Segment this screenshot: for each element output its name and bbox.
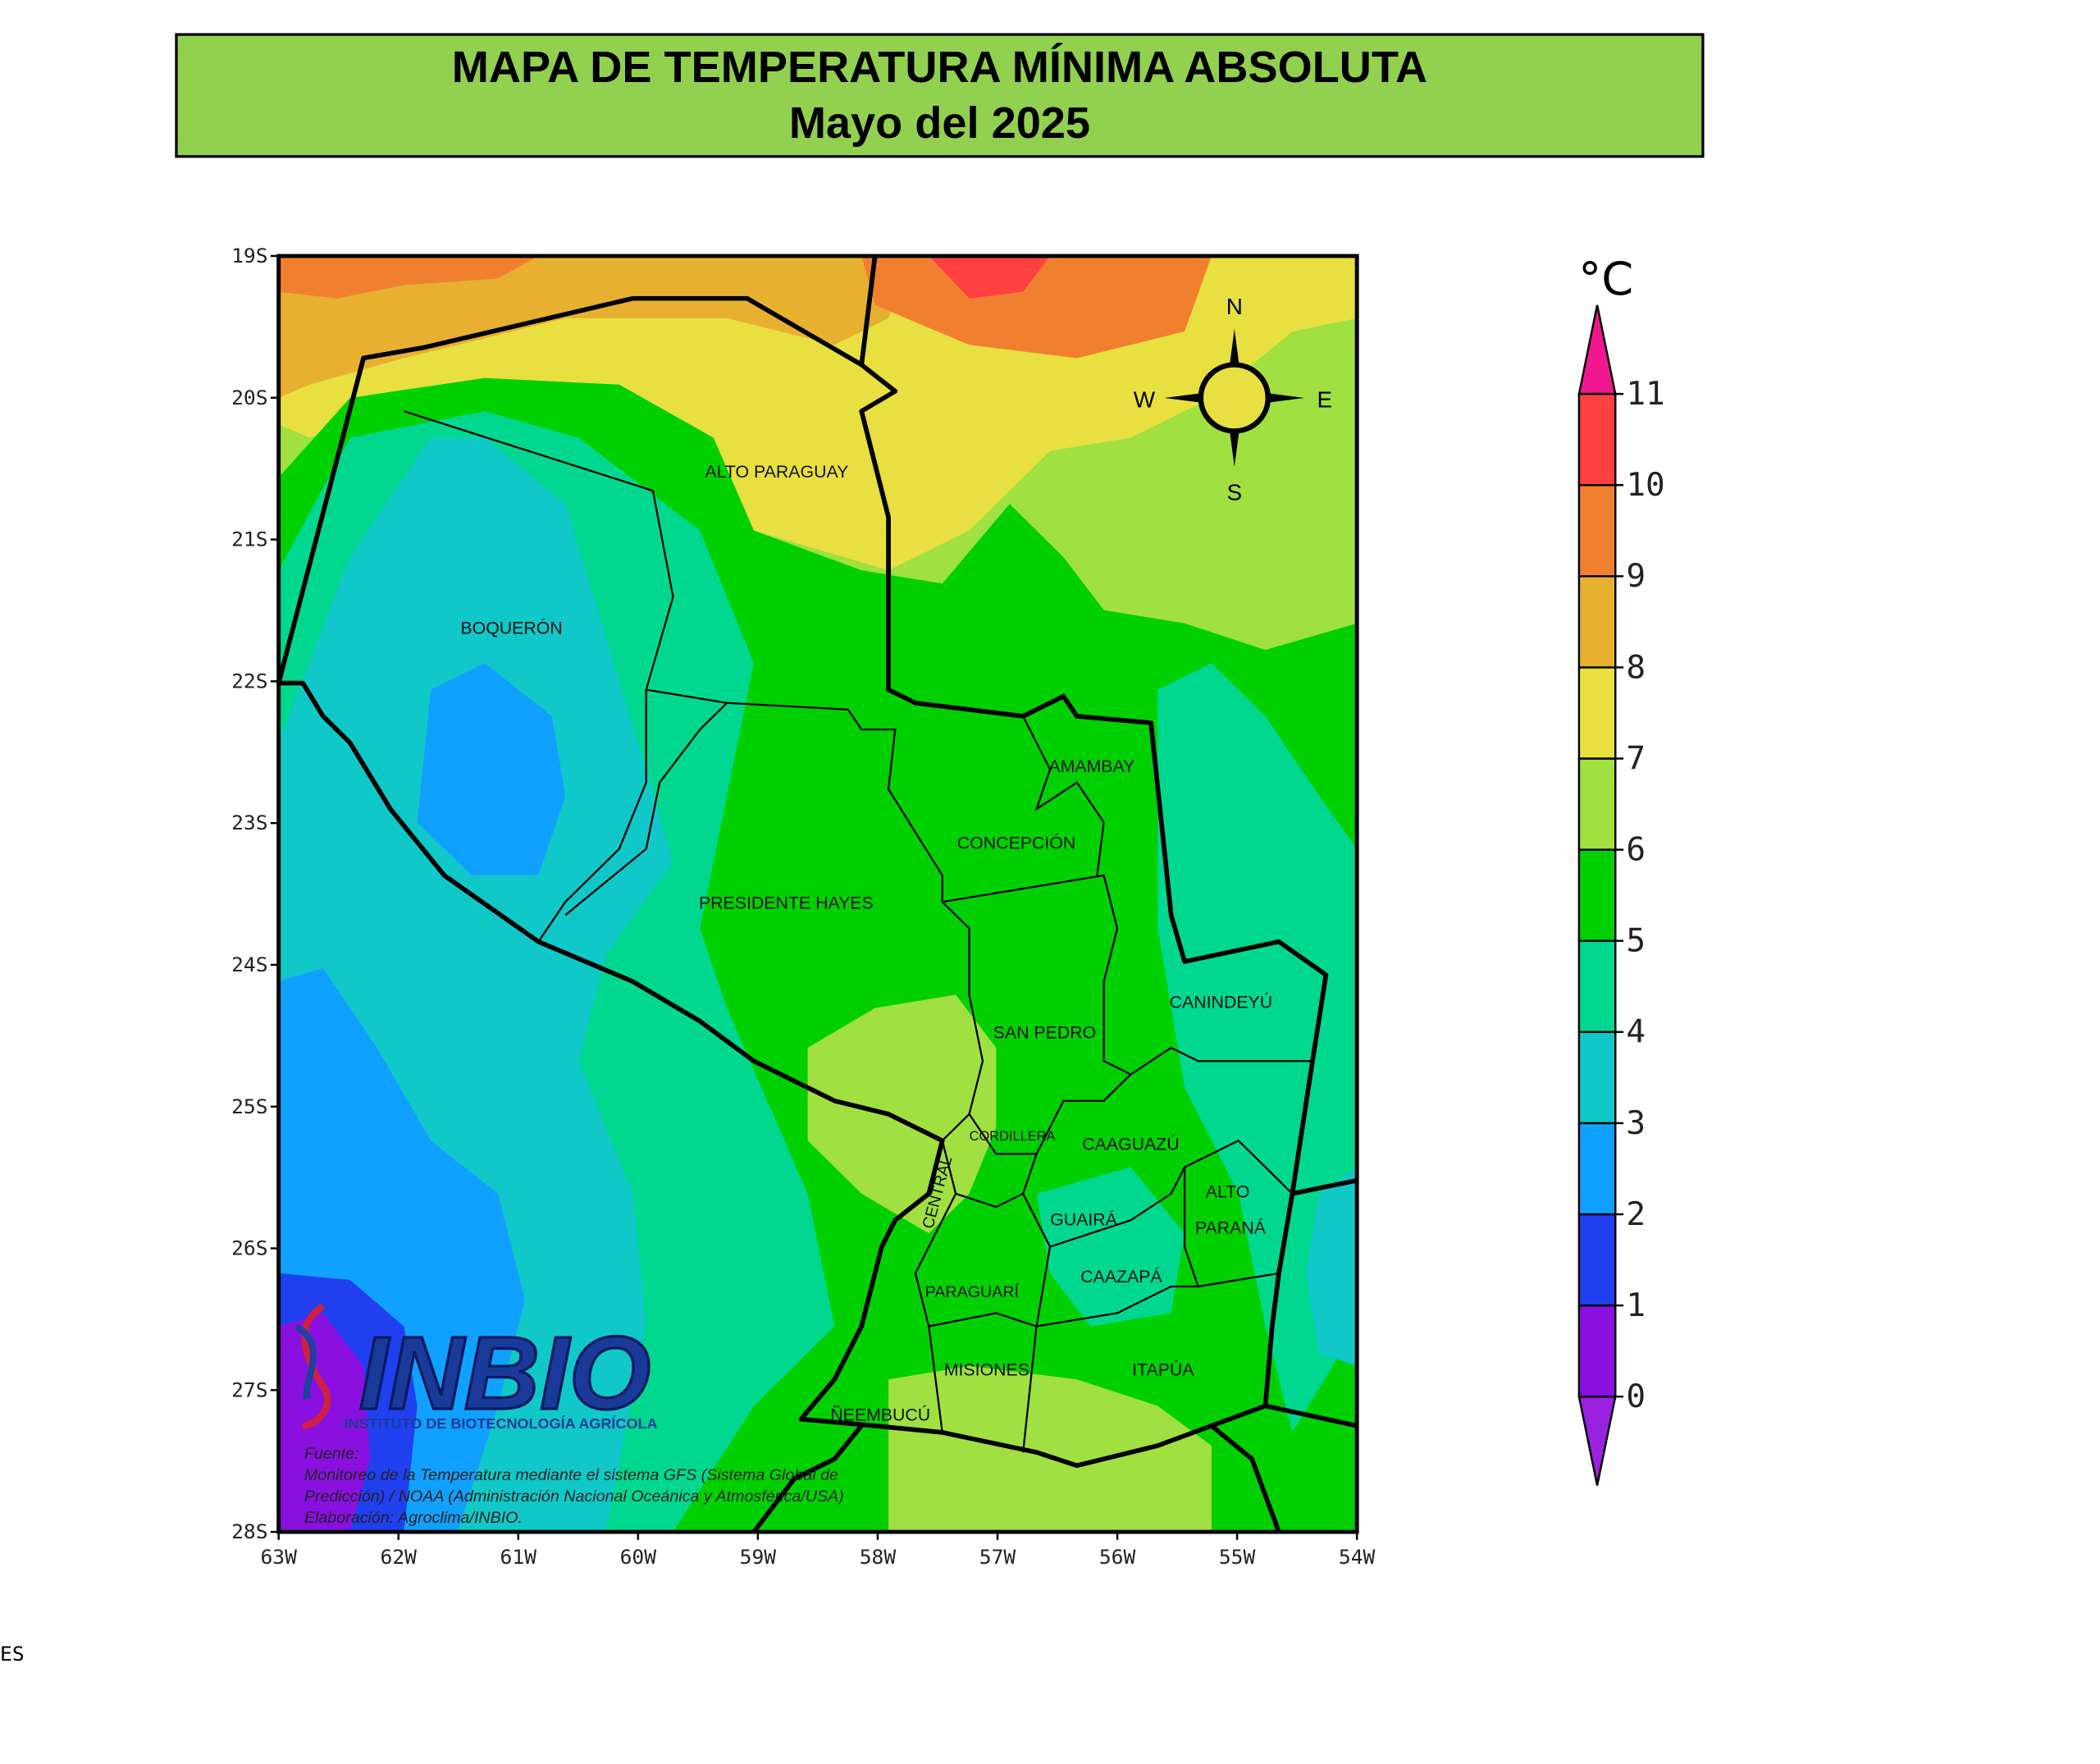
- colorbar-band: [1577, 1122, 1617, 1216]
- dep-label: ÑEEMBUCÚ: [830, 1404, 930, 1424]
- lon-tick-label: 58W: [860, 1545, 897, 1569]
- colorbar-tick-label: 1: [1626, 1287, 1646, 1324]
- colorbar-tick-label: 7: [1626, 741, 1646, 778]
- colorbar-band: [1577, 392, 1617, 487]
- colorbar: 0 1 2 3 4 5 6 7 8 9 10 11: [1577, 304, 1665, 1486]
- lat-tick-label: 20S: [231, 386, 267, 409]
- colorbar-band: [1577, 666, 1617, 760]
- colorbar-tick-label: 5: [1626, 923, 1646, 960]
- dep-label: PARAGUARÍ: [925, 1282, 1020, 1301]
- colorbar-unit: °C: [1578, 254, 1633, 306]
- colorbar-band: [1577, 1031, 1617, 1125]
- temperature-field: [278, 255, 1358, 1533]
- compass-s: S: [1227, 480, 1243, 505]
- dep-label: ALTO PARAGUAY: [705, 463, 848, 482]
- source-line: Predicción) / NOAA (Administración Nacio…: [304, 1488, 844, 1506]
- lat-tick-label: 23S: [231, 811, 267, 834]
- lat-tick-label: 26S: [231, 1236, 267, 1260]
- lon-tick-label: 60W: [620, 1545, 657, 1569]
- borders: [276, 255, 1358, 1533]
- lat-tick-label: 25S: [231, 1095, 267, 1118]
- logo-name: INBIO: [359, 1315, 651, 1431]
- colorbar-tick-label: 3: [1626, 1105, 1646, 1142]
- colorbar-band: [1577, 757, 1617, 851]
- subtitle: Mayo del 2025: [789, 98, 1090, 148]
- lat-tick-label: 19S: [231, 244, 267, 267]
- source-line: Elaboración: Agroclima/INBIO.: [304, 1509, 523, 1527]
- colorbar-tick-label: 4: [1626, 1014, 1646, 1051]
- lat-tick-label: 24S: [231, 953, 267, 976]
- compass-n: N: [1226, 294, 1243, 319]
- dep-label: ITAPÚA: [1132, 1360, 1194, 1380]
- lon-tick-label: 56W: [1099, 1545, 1136, 1569]
- colorbar-tick-label: 8: [1626, 650, 1646, 687]
- compass-e: E: [1317, 386, 1332, 412]
- dep-label: PRESIDENTE HAYES: [699, 893, 874, 912]
- dep-label: ALTO: [1206, 1183, 1250, 1202]
- title: MAPA DE TEMPERATURA MÍNIMA ABSOLUTA: [452, 43, 1427, 93]
- dep-label: CAAZAPÁ: [1080, 1266, 1162, 1286]
- lon-tick-label: 54W: [1339, 1545, 1376, 1569]
- colorbar-band: [1577, 575, 1617, 669]
- colorbar-band: [1577, 939, 1617, 1034]
- lat-tick-label: 27S: [231, 1378, 267, 1402]
- department-labels: ALTO PARAGUAY BOQUERÓN AMAMBAY CONCEPCIÓ…: [460, 463, 1272, 1424]
- colorbar-band: [1577, 1213, 1617, 1307]
- dep-label: PARANÁ: [1195, 1218, 1267, 1238]
- dep-label: BOQUERÓN: [460, 618, 562, 638]
- colorbar-under: [1577, 1396, 1617, 1486]
- lon-tick-label: 57W: [979, 1545, 1016, 1569]
- lat-tick-label: 22S: [231, 669, 267, 693]
- colorbar-tick-label: 6: [1626, 832, 1646, 869]
- lon-tick-label: 61W: [500, 1545, 537, 1569]
- logo-subtitle: INSTITUTO DE BIOTECNOLOGÍA AGRÍCOLA: [344, 1414, 657, 1432]
- map-frame: [276, 254, 1359, 1534]
- source-line: Monitoreo de la Temperatura mediante el …: [304, 1466, 838, 1484]
- dep-label: CONCEPCIÓN: [957, 833, 1075, 853]
- dep-label: AMAMBAY: [1048, 757, 1134, 776]
- colorbar-tick-label: 2: [1626, 1196, 1646, 1233]
- dep-label: CAAGUAZÚ: [1082, 1134, 1179, 1154]
- dep-label: GUAIRÁ: [1050, 1209, 1118, 1230]
- colorbar-tick-label: 0: [1626, 1378, 1646, 1415]
- footer-fragment: ES: [0, 1642, 25, 1666]
- colorbar-band: [1577, 1304, 1617, 1398]
- dep-label: CORDILLERA: [970, 1129, 1056, 1144]
- lon-tick-label: 59W: [740, 1545, 777, 1569]
- dep-label: CANINDEYÚ: [1170, 992, 1273, 1012]
- lon-tick-label: 63W: [260, 1545, 297, 1569]
- colorbar-band: [1577, 484, 1617, 578]
- lat-tick-label: 21S: [231, 528, 267, 551]
- lon-tick-label: 55W: [1219, 1545, 1256, 1569]
- dep-label: MISIONES: [944, 1360, 1029, 1379]
- colorbar-tick-label: 11: [1626, 376, 1664, 413]
- dep-label: SAN PEDRO: [993, 1024, 1097, 1043]
- colorbar-over: [1577, 304, 1617, 395]
- lon-tick-label: 62W: [381, 1545, 418, 1569]
- title-box: [175, 33, 1705, 158]
- source-line: Fuente:: [304, 1445, 359, 1463]
- colorbar-band: [1577, 848, 1617, 942]
- lat-tick-label: 28S: [231, 1520, 267, 1543]
- colorbar-tick-label: 9: [1626, 559, 1646, 596]
- colorbar-tick-label: 10: [1626, 467, 1664, 504]
- logo: INBIO INSTITUTO DE BIOTECNOLOGÍA AGRÍCOL…: [294, 1303, 844, 1527]
- compass: N W E S: [1134, 294, 1332, 505]
- compass-w: W: [1134, 386, 1156, 412]
